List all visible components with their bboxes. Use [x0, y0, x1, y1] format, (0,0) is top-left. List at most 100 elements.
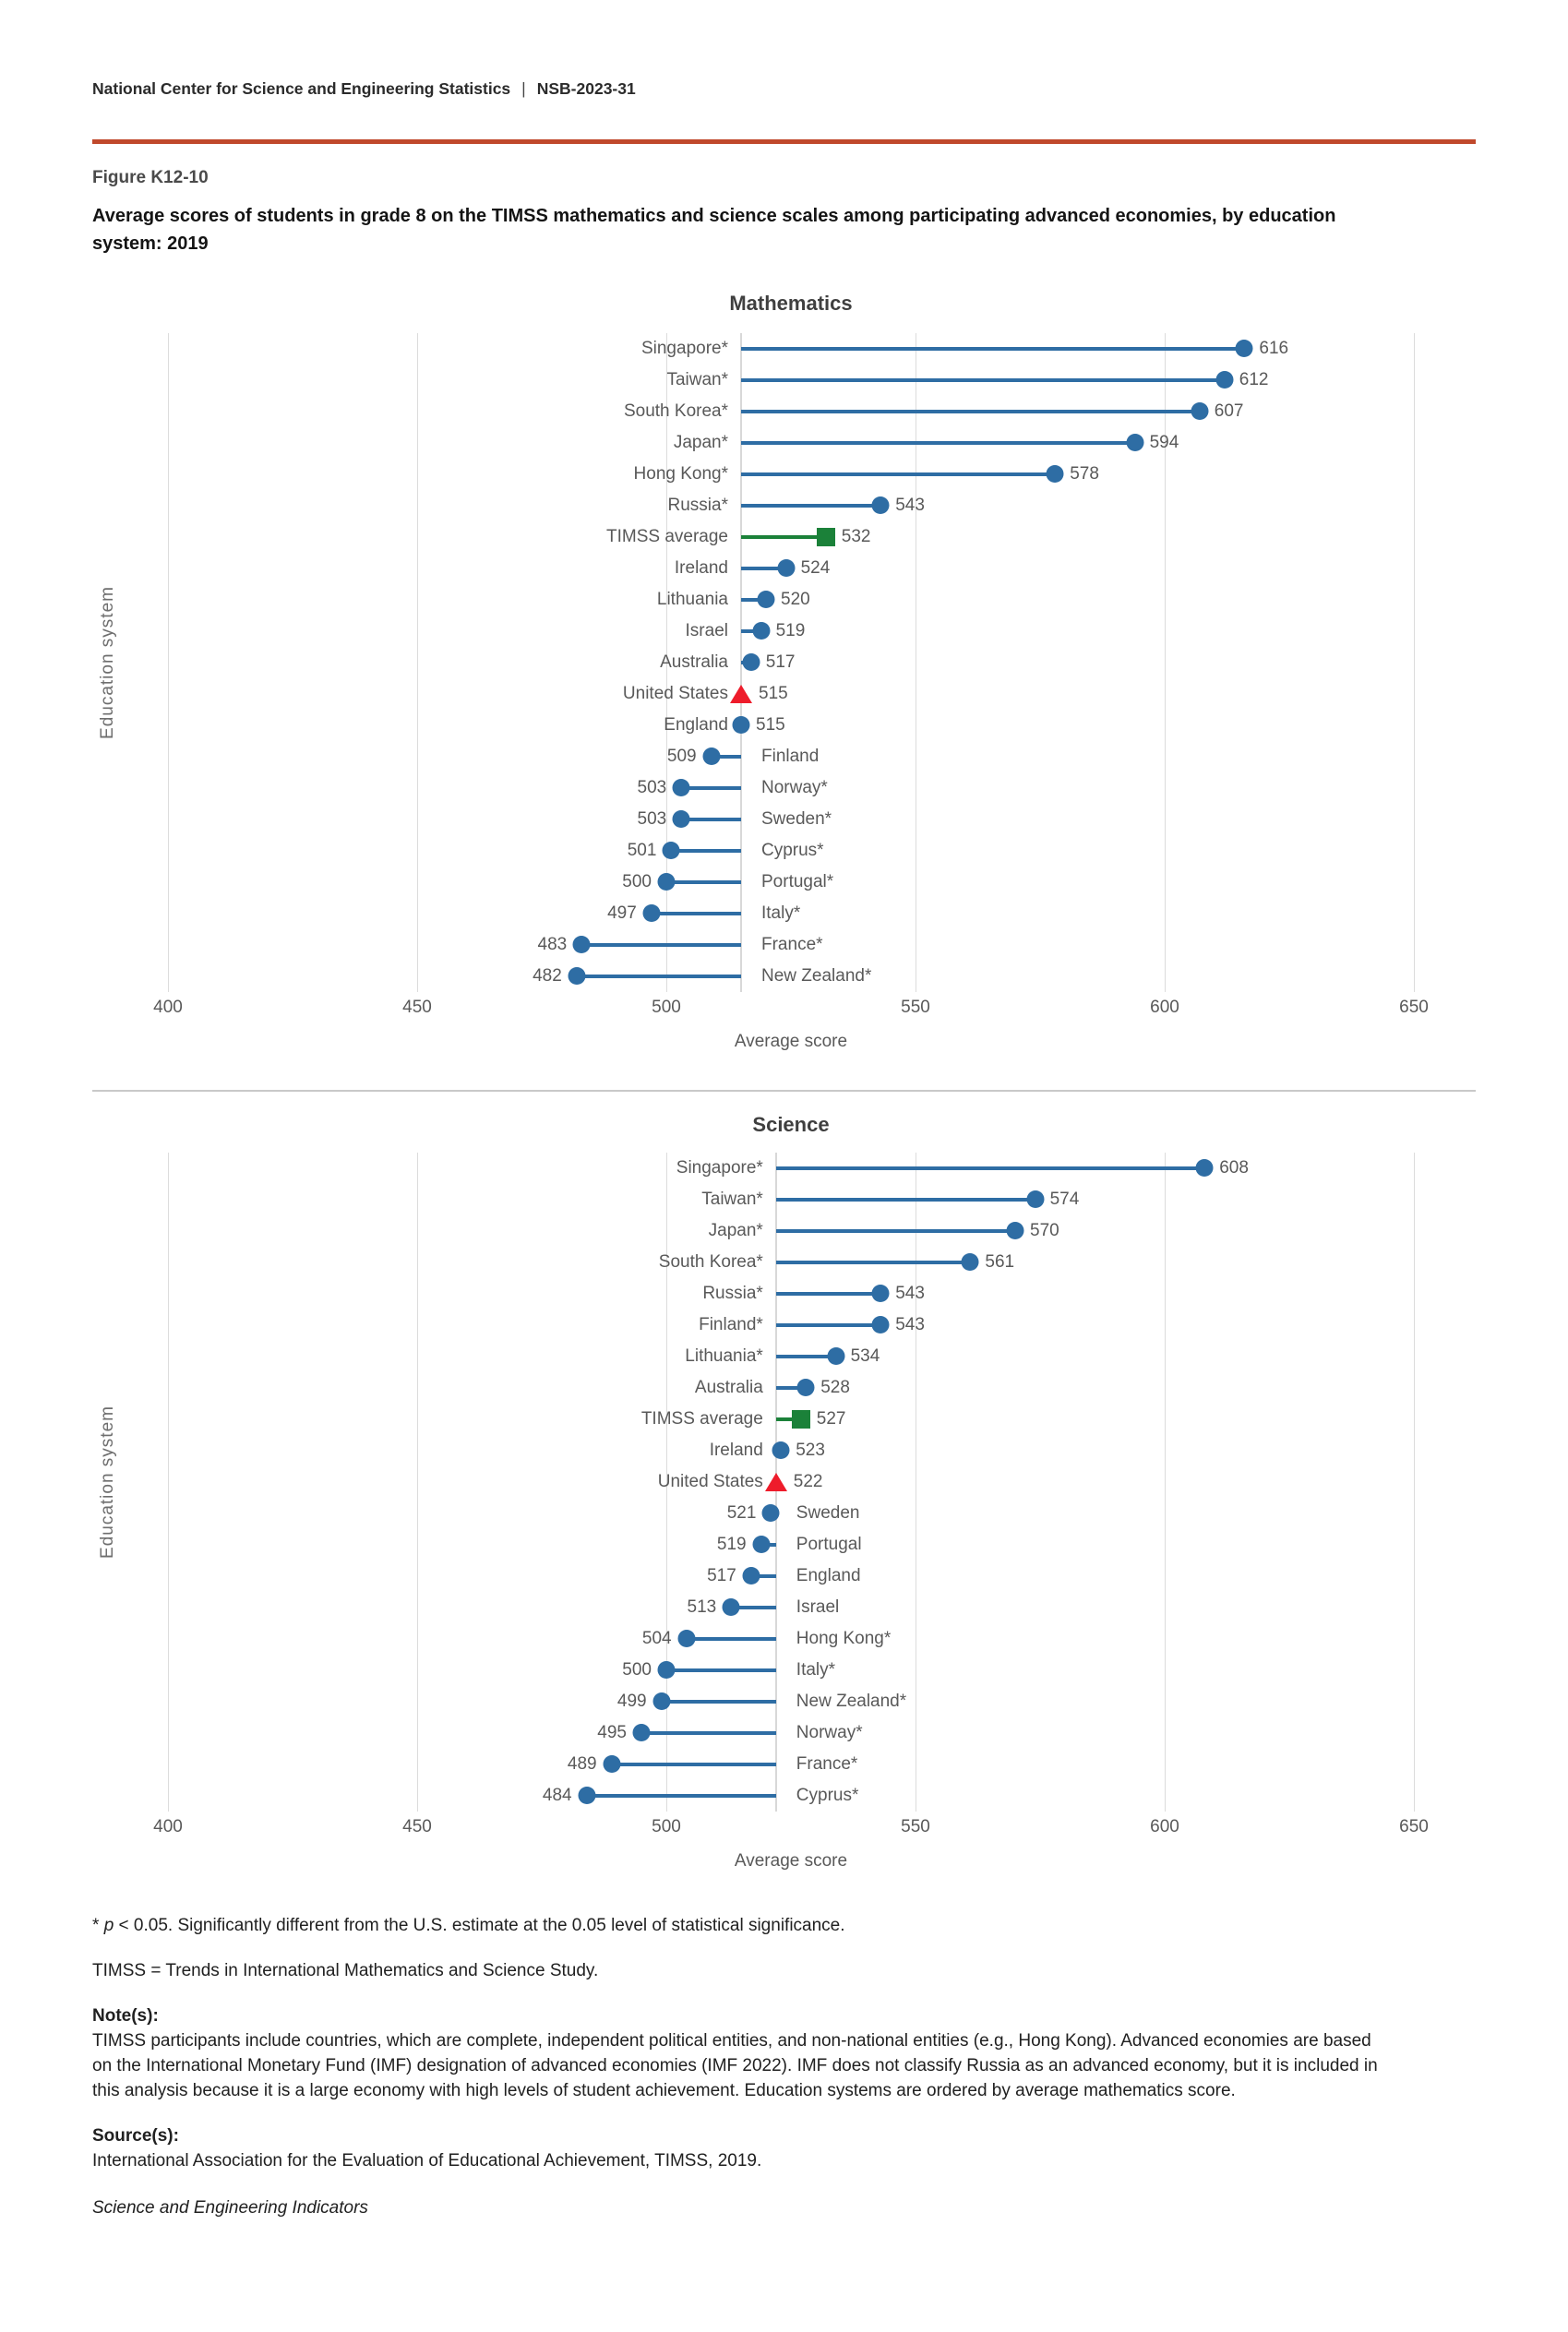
- gridline-450: [417, 1153, 418, 1812]
- header-separator: |: [521, 79, 526, 98]
- source-label: Source(s):: [92, 2126, 179, 2146]
- row-label: Japan*: [708, 1221, 763, 1240]
- significance-note: * p < 0.05. Significantly different from…: [92, 1913, 1476, 1938]
- row-value: 616: [1259, 339, 1289, 358]
- data-point-icon: [1195, 1159, 1214, 1177]
- row-value: 517: [765, 652, 796, 672]
- chart-row: Hong Kong* 578: [168, 459, 1414, 490]
- chart-row: France* 489: [168, 1749, 1414, 1780]
- chart-row: New Zealand* 499: [168, 1686, 1414, 1717]
- row-label: Lithuania*: [685, 1346, 763, 1366]
- row-value: 515: [759, 684, 788, 703]
- chart-row: Israel 519: [168, 616, 1414, 647]
- data-point-icon: [752, 622, 771, 640]
- lollipop-stem: [661, 1700, 776, 1704]
- row-label: Russia*: [702, 1284, 763, 1303]
- chart-row: England 517: [168, 1561, 1414, 1592]
- row-label: Cyprus*: [761, 841, 824, 860]
- figure-title: Average scores of students in grade 8 on…: [92, 206, 1336, 254]
- data-point-icon: [672, 779, 690, 796]
- row-value: 578: [1070, 464, 1099, 484]
- row-value: 527: [816, 1409, 846, 1429]
- row-value: 504: [641, 1629, 672, 1648]
- row-label: Australia: [660, 652, 728, 672]
- x-tick-label: 650: [1399, 1817, 1429, 1836]
- data-point-icon: [827, 1347, 845, 1365]
- row-label: England: [796, 1566, 861, 1585]
- data-point-icon: [742, 653, 760, 671]
- row-value: 495: [597, 1723, 627, 1742]
- lollipop-stem: [681, 818, 741, 821]
- row-value: 543: [895, 1284, 925, 1303]
- row-value: 501: [627, 841, 657, 860]
- row-label: United States: [657, 1472, 763, 1491]
- lollipop-stem: [681, 786, 741, 790]
- row-value: 528: [820, 1378, 850, 1397]
- lollipop-stem: [775, 1355, 836, 1358]
- plot-area: Singapore* 608 Taiwan* 574 Japan* 570 South Ko…: [168, 1153, 1415, 1812]
- row-label: Israel: [796, 1597, 840, 1617]
- chart-row: Italy* 500: [168, 1655, 1414, 1686]
- data-point-icon: [603, 1755, 621, 1773]
- data-point-icon: [961, 1253, 979, 1271]
- gridline-650: [1414, 333, 1415, 992]
- lollipop-stem: [586, 1794, 776, 1798]
- row-value: 607: [1214, 401, 1244, 421]
- row-label: Italy*: [796, 1660, 836, 1680]
- lollipop-stem: [686, 1637, 776, 1641]
- data-point-icon: [672, 810, 690, 828]
- lollipop-stem: [741, 629, 761, 633]
- row-value: 561: [985, 1252, 1015, 1272]
- lollipop-stem: [666, 1668, 776, 1672]
- row-value: 519: [716, 1535, 747, 1554]
- chart-row: Israel 513: [168, 1592, 1414, 1623]
- data-point-icon: [761, 1504, 780, 1522]
- chart-row: South Korea* 607: [168, 396, 1414, 427]
- x-tick-label: 650: [1399, 998, 1429, 1017]
- data-point-icon: [742, 1567, 760, 1585]
- row-label: Taiwan*: [666, 370, 728, 389]
- row-label: Ireland: [709, 1441, 763, 1460]
- row-label: Australia: [694, 1378, 763, 1397]
- x-axis-label: Average score: [734, 1851, 848, 1871]
- row-label: New Zealand*: [796, 1692, 907, 1711]
- row-value: 515: [756, 715, 785, 735]
- data-point-icon: [1006, 1222, 1024, 1239]
- x-tick-label: 400: [153, 1817, 183, 1836]
- row-value: 521: [726, 1503, 757, 1523]
- data-point-icon: [657, 1661, 676, 1679]
- row-label: Finland*: [699, 1315, 763, 1334]
- row-value: 594: [1149, 433, 1179, 452]
- timss-average-marker-icon: [816, 528, 835, 546]
- data-point-icon: [871, 496, 890, 514]
- lollipop-stem: [741, 378, 1225, 382]
- row-label: Norway*: [761, 778, 828, 797]
- lollipop-stem: [741, 472, 1056, 476]
- x-tick-label: 600: [1150, 998, 1179, 1017]
- x-tick-label: 400: [153, 998, 183, 1017]
- data-point-icon: [796, 1379, 815, 1396]
- significance-p: p: [103, 1916, 114, 1935]
- row-label: Sweden*: [761, 809, 832, 829]
- chart-row: Singapore* 616: [168, 333, 1414, 365]
- chart-row: Portugal* 500: [168, 867, 1414, 898]
- data-point-icon: [652, 1692, 671, 1710]
- lollipop-stem: [666, 880, 741, 884]
- chart-row: Ireland 523: [168, 1435, 1414, 1466]
- lollipop-stem: [741, 347, 1245, 351]
- data-point-icon: [657, 873, 676, 891]
- chart-row: Australia 517: [168, 647, 1414, 678]
- row-value: 534: [850, 1346, 880, 1366]
- x-tick-label: 550: [901, 998, 930, 1017]
- chart-row: Lithuania* 534: [168, 1341, 1414, 1372]
- lollipop-stem: [775, 1229, 1015, 1233]
- row-label: France*: [796, 1754, 858, 1774]
- mathematics-chart: Mathematics Education system Singapore* 6…: [92, 291, 1476, 1053]
- row-label: Israel: [685, 621, 728, 640]
- data-point-icon: [757, 591, 775, 608]
- row-label: England: [664, 715, 728, 735]
- row-value: 497: [607, 903, 637, 923]
- united-states-marker-icon: [764, 1473, 787, 1491]
- row-value: 513: [687, 1597, 717, 1617]
- row-value: 522: [793, 1472, 823, 1491]
